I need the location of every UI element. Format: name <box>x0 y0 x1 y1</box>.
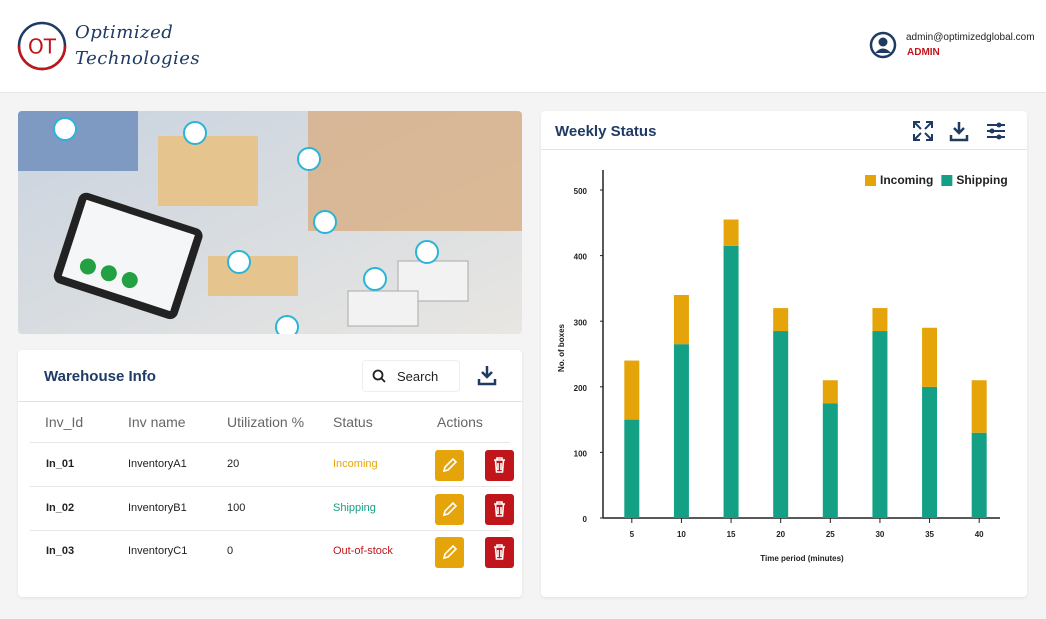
chart: 0 100 200 300 400 500 5 10 15 20 25 30 35 40 Incoming S… <box>557 170 1008 563</box>
logo: OT <box>17 21 67 71</box>
bar-segment <box>723 245 739 518</box>
cell: 20 <box>227 458 240 470</box>
cell: In_01 <box>46 458 75 470</box>
download-button[interactable] <box>476 364 498 386</box>
x-tick-label: 35 <box>925 530 934 539</box>
status: Incoming <box>333 458 378 470</box>
x-tick-label: 40 <box>975 530 984 539</box>
x-tick-label: 15 <box>727 530 736 539</box>
y-tick-label: 400 <box>574 253 588 262</box>
column-header: Inv name <box>128 414 186 430</box>
header: OT Optimized Technologies admin@optimize… <box>0 0 1046 93</box>
card-title: Warehouse Info <box>44 368 156 385</box>
delete-button[interactable] <box>485 450 514 481</box>
delete-button[interactable] <box>485 537 514 568</box>
cell: In_02 <box>46 501 75 514</box>
bar-segment <box>673 294 689 345</box>
x-tick-label: 10 <box>677 530 686 539</box>
status: Shipping <box>333 501 376 514</box>
brand-line: Technologies <box>75 48 201 69</box>
x-tick-label: 20 <box>776 530 785 539</box>
column-header: Utilization % <box>227 414 305 430</box>
delete-icon <box>494 500 505 517</box>
bar-segment <box>922 327 938 387</box>
bar-segment <box>872 331 888 518</box>
divider <box>18 401 522 402</box>
user-avatar[interactable] <box>869 31 897 59</box>
delete-icon <box>494 544 505 560</box>
delete-button[interactable] <box>485 493 514 525</box>
bar-segment <box>673 344 689 518</box>
bar-segment <box>822 380 838 404</box>
cell: In_03 <box>46 545 75 557</box>
column-header: Status <box>333 414 373 430</box>
divider <box>30 442 510 443</box>
legend-swatch <box>941 175 953 186</box>
legend-swatch <box>865 175 876 186</box>
delete-icon <box>494 457 505 473</box>
bar-segment <box>872 308 888 332</box>
edit-button[interactable] <box>435 493 464 525</box>
search-text: Search <box>397 369 439 384</box>
chart-title: Weekly Status <box>555 123 657 140</box>
expand-button[interactable] <box>912 120 934 142</box>
logo-text: OT <box>28 35 57 59</box>
edit-button[interactable] <box>435 450 464 481</box>
settings-button[interactable] <box>985 120 1007 142</box>
x-tick-label: 30 <box>875 530 884 539</box>
y-axis-label: No. of boxes <box>557 323 566 372</box>
y-tick-label: 200 <box>574 384 588 393</box>
column-header: Actions <box>437 414 483 430</box>
user-email: admin@optimizedglobal.com <box>906 32 1035 43</box>
x-tick-label: 25 <box>826 530 835 539</box>
bar-segment <box>773 331 789 518</box>
brand-line: Optimized <box>75 22 174 43</box>
bar-segment <box>624 360 640 420</box>
divider <box>30 486 510 487</box>
user-role: ADMIN <box>907 47 940 58</box>
cell: InventoryC1 <box>128 545 188 557</box>
bar-segment <box>922 386 938 518</box>
cell: InventoryB1 <box>128 501 187 514</box>
x-tick-label: 5 <box>630 530 635 539</box>
bar-segment <box>773 308 789 332</box>
divider <box>30 529 510 531</box>
x-axis-label: Time period (minutes) <box>760 554 844 563</box>
bar-segment <box>971 432 987 518</box>
cell: 100 <box>227 501 246 514</box>
divider <box>541 149 1027 150</box>
bar-segment <box>624 419 640 518</box>
warehouse-illustration <box>18 111 522 334</box>
y-tick-label: 300 <box>574 318 588 327</box>
cell: 0 <box>227 545 234 557</box>
bar-segment <box>822 403 838 518</box>
edit-icon <box>442 457 458 473</box>
y-tick-label: 0 <box>583 515 588 524</box>
cell: InventoryA1 <box>128 458 187 470</box>
legend-label: Shipping <box>956 173 1007 187</box>
legend-label: Incoming <box>880 173 933 187</box>
y-tick-label: 100 <box>574 450 588 459</box>
search-box[interactable]: Search <box>362 360 460 392</box>
column-header: Inv_Id <box>45 414 84 430</box>
bar-segment <box>971 380 987 433</box>
edit-button[interactable] <box>435 537 464 568</box>
bar-segment <box>723 219 739 246</box>
edit-icon <box>442 501 458 516</box>
status: Out-of-stock <box>333 545 393 557</box>
search-icon <box>372 369 386 383</box>
edit-icon <box>442 544 458 560</box>
download-button[interactable] <box>948 120 970 142</box>
y-tick-label: 500 <box>574 187 588 196</box>
